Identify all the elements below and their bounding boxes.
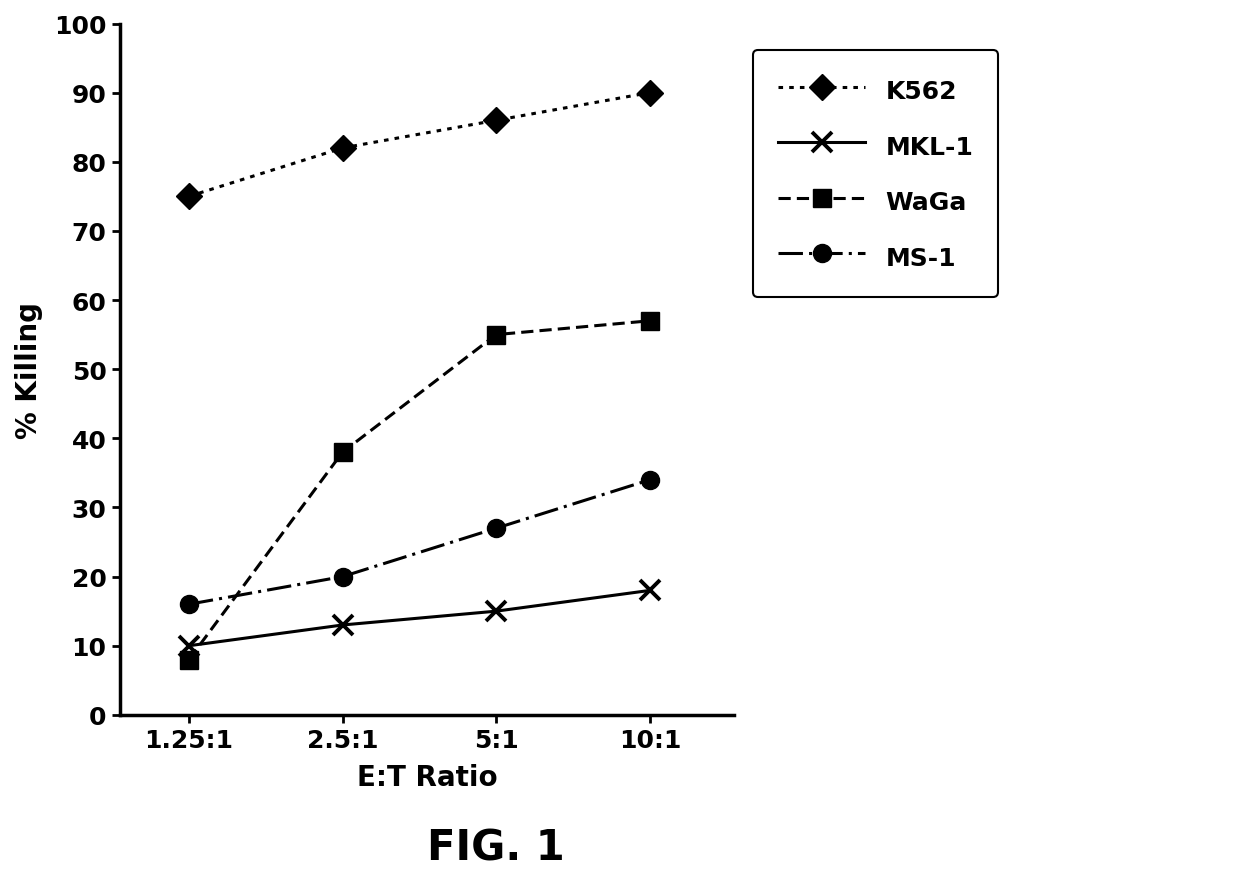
WaGa xyxy=(489,330,503,340)
MS-1 xyxy=(489,524,503,534)
K562 xyxy=(181,191,196,202)
MKL-1 xyxy=(181,641,196,651)
MS-1 xyxy=(335,571,350,582)
Line: WaGa: WaGa xyxy=(180,313,658,669)
K562 xyxy=(489,116,503,127)
MS-1 xyxy=(642,475,657,486)
K562 xyxy=(335,144,350,154)
MS-1 xyxy=(181,599,196,610)
MKL-1 xyxy=(489,606,503,617)
K562 xyxy=(642,89,657,99)
Text: FIG. 1: FIG. 1 xyxy=(427,827,565,868)
WaGa xyxy=(642,316,657,327)
WaGa xyxy=(181,655,196,665)
MKL-1 xyxy=(642,586,657,596)
X-axis label: E:T Ratio: E:T Ratio xyxy=(357,764,497,791)
Line: MKL-1: MKL-1 xyxy=(180,581,660,656)
Legend: K562, MKL-1, WaGa, MS-1: K562, MKL-1, WaGa, MS-1 xyxy=(753,51,998,298)
Line: MS-1: MS-1 xyxy=(180,471,658,614)
Line: K562: K562 xyxy=(180,84,658,206)
WaGa xyxy=(335,447,350,458)
MKL-1 xyxy=(335,620,350,631)
Y-axis label: % Killing: % Killing xyxy=(15,301,43,439)
